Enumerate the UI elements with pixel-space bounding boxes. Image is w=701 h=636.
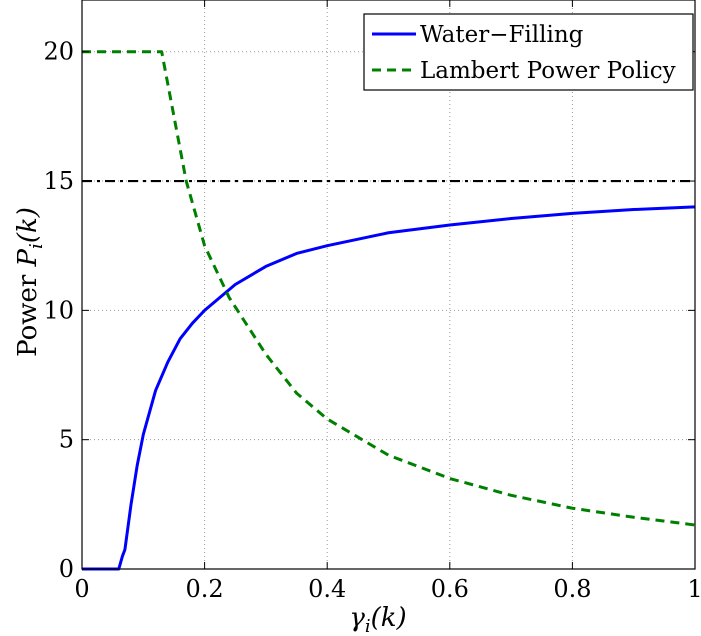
x-tick-labels: 0 0.2 0.4 0.6 0.8 1 (74, 575, 701, 603)
x-tick-label: 0.2 (186, 575, 224, 603)
grid-lines (82, 0, 695, 569)
legend-label-lambert: Lambert Power Policy (420, 58, 676, 84)
y-tick-labels: 0 5 10 15 20 (43, 38, 74, 583)
x-tick-label: 0.4 (308, 575, 346, 603)
legend-box (363, 13, 694, 91)
x-tick-label: 0 (74, 575, 89, 603)
y-tick-label: 20 (43, 38, 74, 66)
series-group (82, 50, 696, 571)
y-tick-label: 0 (59, 555, 74, 583)
y-tick-label: 5 (59, 426, 74, 454)
y-tick-label: 15 (43, 167, 74, 195)
y-axis-label: Power Pi(k) (13, 207, 47, 357)
legend: Water−Filling Lambert Power Policy (363, 13, 694, 91)
plot-background (82, 0, 695, 569)
legend-label-water-filling: Water−Filling (420, 22, 584, 48)
plot-frame (81, 0, 696, 570)
y-tick-label: 10 (43, 296, 74, 324)
x-tick-label: 1 (687, 575, 701, 603)
x-tick-label: 0.6 (431, 575, 469, 603)
x-tick-label: 0.8 (553, 575, 591, 603)
x-axis-label: γi(k) (349, 603, 406, 636)
water-filling-line (82, 205, 696, 571)
